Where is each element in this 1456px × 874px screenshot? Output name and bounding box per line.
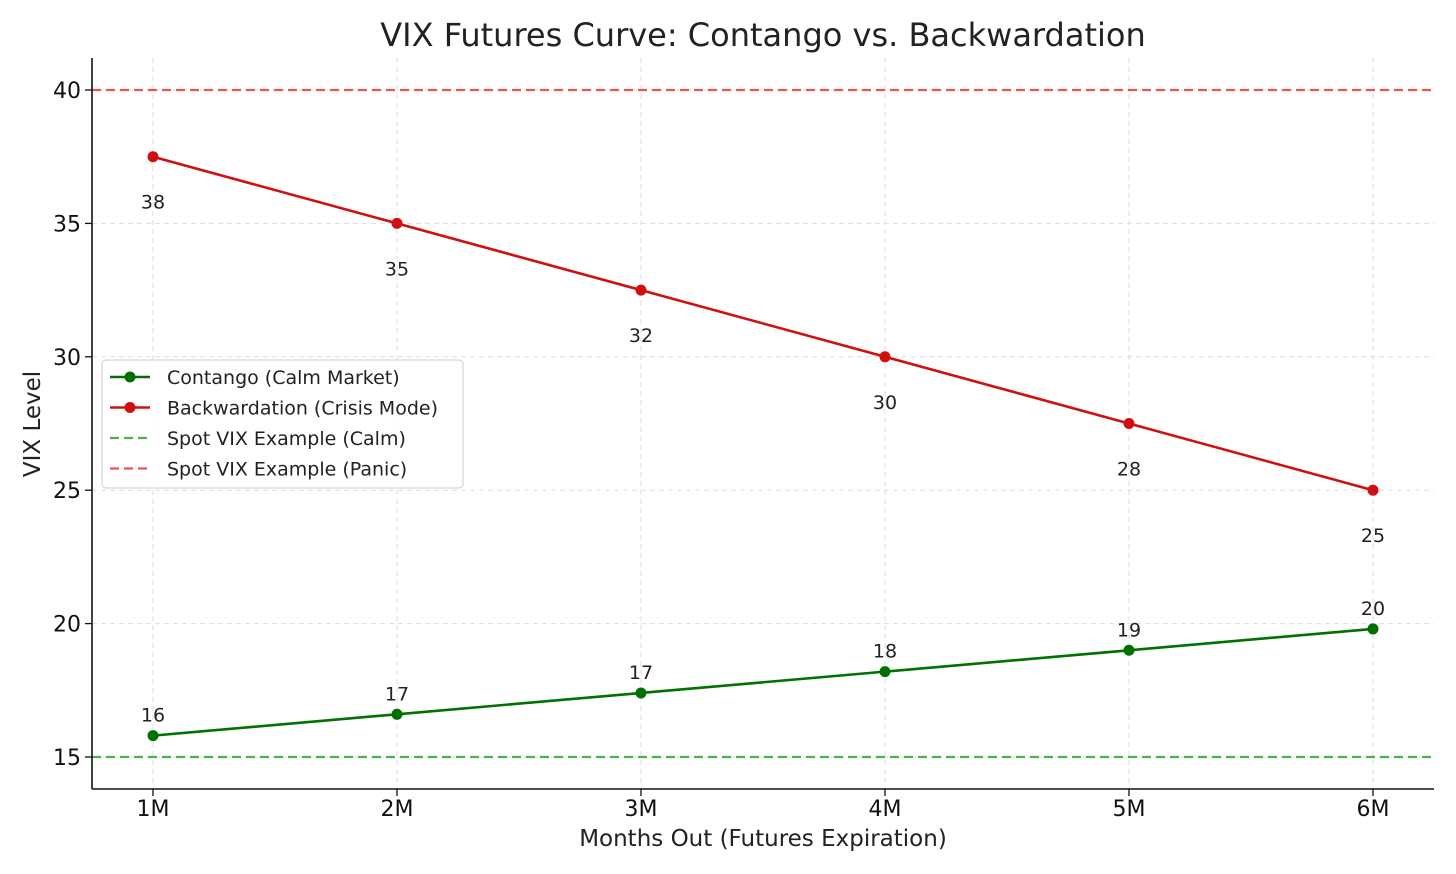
legend: Contango (Calm Market) Backwardation (Cri…: [101, 359, 464, 489]
series-line: [152, 627, 1374, 737]
legend-marker: [124, 371, 136, 383]
data-label: 16: [141, 705, 165, 727]
data-point: [879, 351, 891, 363]
data-point: [635, 687, 647, 699]
data-label: 38: [141, 192, 165, 214]
data-label: 20: [1361, 598, 1385, 620]
y-tick-label: 40: [53, 79, 81, 104]
legend-label: Contango (Calm Market): [167, 367, 400, 389]
legend-marker: [124, 402, 136, 413]
legend-entry: Backwardation (Crisis Mode): [110, 398, 438, 420]
data-label: 30: [873, 392, 897, 414]
x-tick-label: 6M: [1357, 797, 1390, 822]
legend-label: Spot VIX Example (Calm): [167, 428, 406, 450]
data-point: [147, 151, 159, 163]
y-tick-label: 35: [53, 212, 81, 237]
x-tick-label: 5M: [1113, 797, 1146, 822]
x-tick-label: 3M: [625, 797, 658, 822]
data-point: [1367, 623, 1379, 635]
y-tick-label: 20: [53, 613, 81, 638]
series-layer: 16 17 17 18 19 20 38 35 32 30 28 25: [141, 151, 1385, 742]
data-label: 35: [385, 258, 409, 280]
series-group: 16 17 17 18 19 20: [141, 598, 1385, 742]
x-tick-label: 1M: [137, 797, 170, 822]
axes: 1M 2M 3M 4M 5M 6M 15 20 25 30 35 40: [53, 58, 1434, 822]
data-point: [1123, 418, 1135, 429]
data-point: [391, 708, 403, 720]
x-tick-label: 2M: [381, 797, 414, 822]
y-tick-label: 25: [53, 479, 81, 504]
legend-entry: Spot VIX Example (Calm): [110, 428, 406, 450]
chart-title: VIX Futures Curve: Contango vs. Backward…: [380, 16, 1145, 54]
x-axis-title: Months Out (Futures Expiration): [579, 826, 947, 852]
data-label: 25: [1361, 525, 1385, 547]
data-label: 17: [385, 683, 409, 705]
y-tick-label: 30: [53, 346, 81, 371]
data-label: 19: [1117, 619, 1141, 641]
data-point: [147, 730, 159, 742]
series-group: 38 35 32 30 28 25: [141, 151, 1385, 547]
series-line: [152, 155, 1374, 492]
grid: [92, 58, 1434, 789]
data-point: [879, 666, 891, 678]
data-point: [1367, 484, 1379, 496]
legend-box: [101, 359, 464, 489]
data-label: 32: [629, 325, 653, 347]
data-label: 18: [873, 641, 897, 663]
data-point: [391, 217, 403, 229]
x-tick-label: 4M: [869, 797, 902, 822]
legend-label: Backwardation (Crisis Mode): [167, 398, 438, 420]
data-label: 28: [1117, 459, 1141, 481]
legend-entry: Contango (Calm Market): [110, 367, 400, 389]
y-tick-label: 15: [53, 746, 81, 771]
legend-entry: Spot VIX Example (Panic): [110, 459, 407, 481]
data-label: 17: [629, 662, 653, 684]
y-axis-title: VIX Level: [20, 371, 46, 477]
data-point: [635, 284, 647, 296]
legend-label: Spot VIX Example (Panic): [167, 459, 407, 481]
data-point: [1123, 644, 1135, 656]
